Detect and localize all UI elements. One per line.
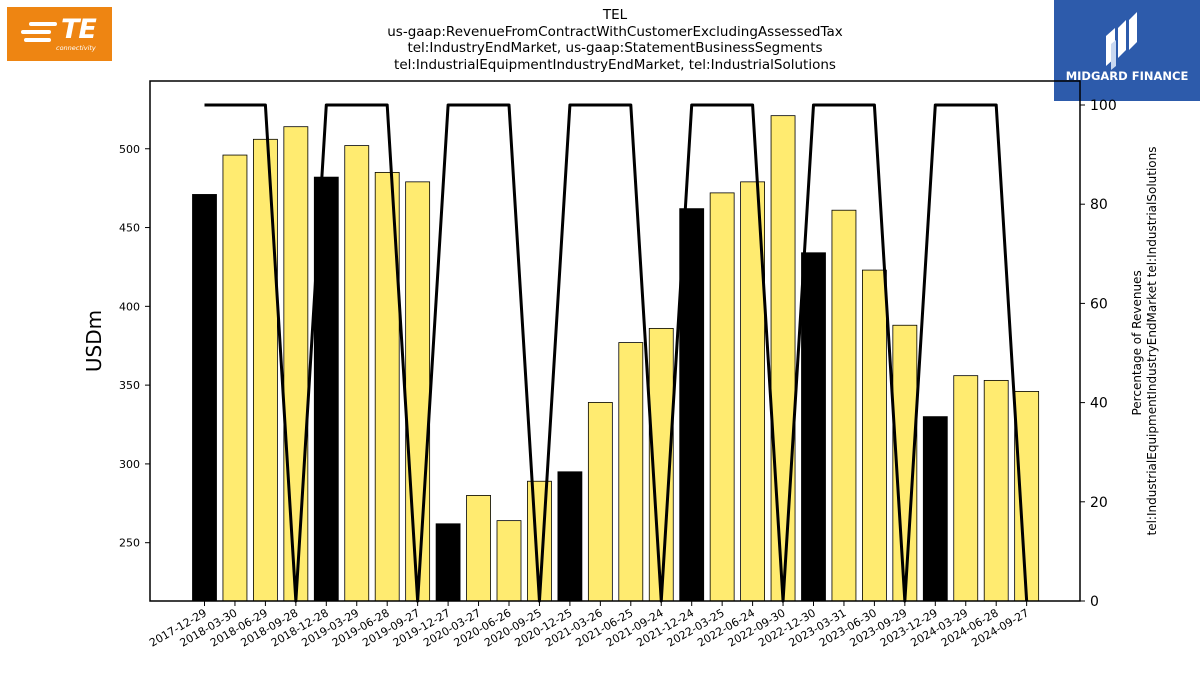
bar-2021-12-24 xyxy=(679,208,705,602)
bar-2018-06-29 xyxy=(252,138,278,602)
bar-2021-03-26 xyxy=(587,402,613,602)
midgard-finance-logo: MIDGARD FINANCE xyxy=(1054,0,1200,101)
bar-2019-12-27 xyxy=(435,523,461,602)
y-tick-label: 500 xyxy=(119,143,140,156)
logo-text: TE xyxy=(61,14,97,45)
y-tick-label: 400 xyxy=(119,300,140,313)
chart-title: TEL us-gaap:RevenueFromContractWithCusto… xyxy=(0,7,1200,73)
bar-2022-03-25 xyxy=(709,192,735,602)
bar-2020-03-27 xyxy=(466,495,491,602)
bar-2021-06-25 xyxy=(618,342,644,602)
logo-stripe xyxy=(24,38,51,42)
line-group xyxy=(204,103,1029,603)
bar-2023-12-29 xyxy=(922,416,948,602)
bar-2020-06-26 xyxy=(496,520,522,602)
logo-stripe xyxy=(21,30,51,34)
logo-subtext: connectivity xyxy=(56,44,96,52)
bar-2019-03-29 xyxy=(344,145,370,602)
bar-2017-12-29 xyxy=(192,194,217,602)
y2-axis-label-line-1: Percentage of Revenues xyxy=(1130,270,1144,415)
y-tick-label: 300 xyxy=(119,458,140,471)
bar-2020-12-25 xyxy=(557,471,583,602)
bar-2023-06-30 xyxy=(862,269,887,602)
y2-tick-label: 80 xyxy=(1090,197,1108,213)
y-tick-label: 450 xyxy=(119,222,140,235)
bar-2023-03-31 xyxy=(831,209,857,602)
title-line-2: us-gaap:RevenueFromContractWithCustomerE… xyxy=(387,23,843,40)
bar-2019-09-27 xyxy=(405,181,431,602)
y2-tick-label: 100 xyxy=(1090,98,1117,114)
bar-2022-09-30 xyxy=(770,115,796,602)
title-line-4: tel:IndustrialEquipmentIndustryEndMarket… xyxy=(394,56,836,73)
y2-tick-label: 60 xyxy=(1090,296,1108,312)
midgard-logo-text: MIDGARD FINANCE xyxy=(1065,69,1189,83)
percentage-line xyxy=(204,103,1029,603)
y2-tick-label: 40 xyxy=(1090,396,1108,412)
title-line-1: TEL xyxy=(602,7,628,23)
y-tick-label: 250 xyxy=(119,537,140,550)
y2-axis-label-line-2: tel:IndustrialEquipmentIndustryEndMarket… xyxy=(1145,147,1159,536)
logo-stripe xyxy=(29,22,57,26)
bar-2018-03-30 xyxy=(222,154,248,602)
y2-axis-label: Percentage of Revenues tel:IndustrialEqu… xyxy=(1130,147,1159,536)
bar-2019-06-28 xyxy=(374,171,400,602)
bar-2024-06-28 xyxy=(983,379,1009,602)
plot-frame xyxy=(149,80,1081,602)
bars-group xyxy=(192,115,1040,602)
y-axis-label: USDm xyxy=(82,310,106,372)
bar-2024-03-29 xyxy=(953,375,979,602)
title-line-3: tel:IndustryEndMarket, us-gaap:Statement… xyxy=(407,40,823,56)
midgard-emblem-icon xyxy=(1106,12,1137,70)
y2-tick-label: 0 xyxy=(1090,594,1099,610)
te-connectivity-logo: TE connectivity xyxy=(7,7,112,61)
bar-2024-09-27 xyxy=(1014,391,1040,602)
y2-tick-label: 20 xyxy=(1090,495,1108,511)
y-tick-label: 350 xyxy=(119,379,140,392)
bar-2018-09-28 xyxy=(283,126,309,602)
bar-2022-12-30 xyxy=(801,252,826,602)
